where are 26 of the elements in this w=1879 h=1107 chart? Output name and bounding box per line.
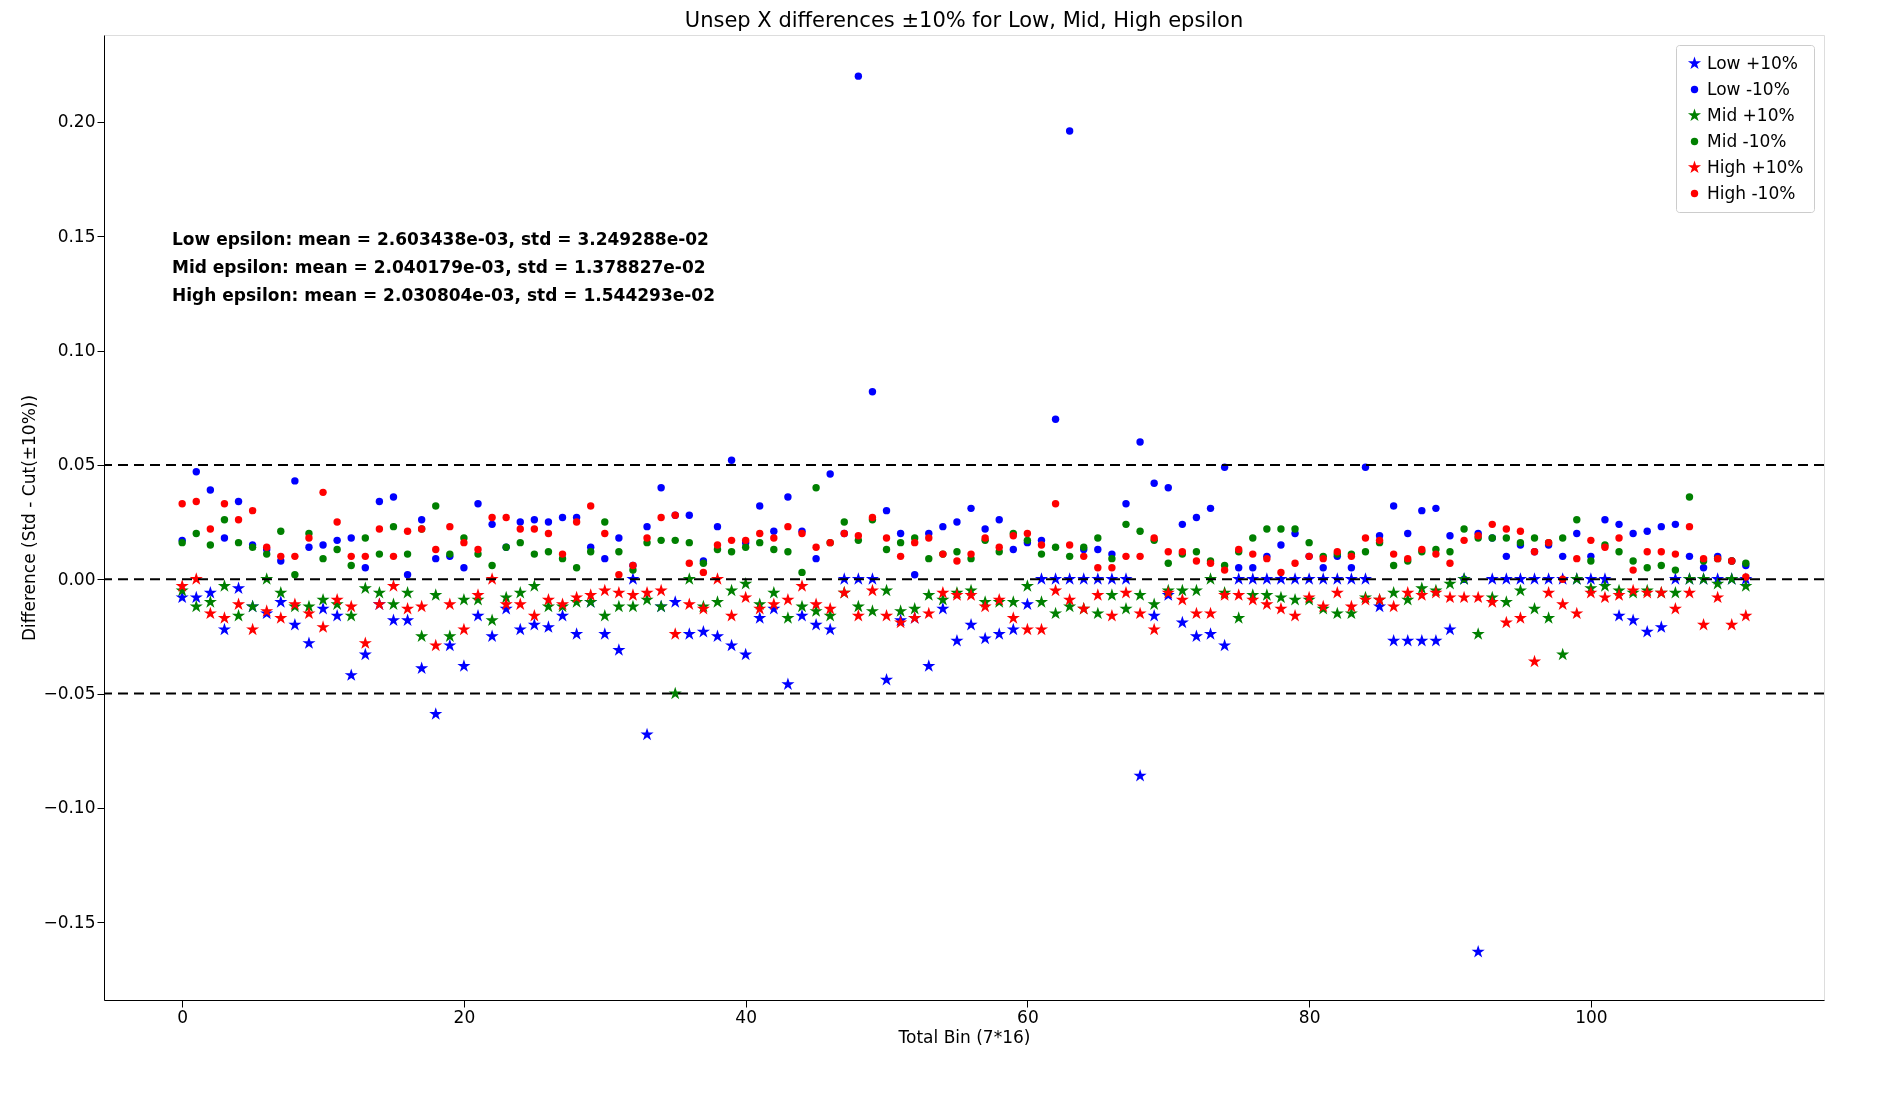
y-tick-label: 0.05 (57, 454, 96, 475)
chart-title: Unsep X differences ±10% for Low, Mid, High epsilon (684, 8, 1244, 32)
annotation: High epsilon: mean = 2.030804e-03, std = 1.544293e-02 (172, 285, 715, 305)
y-tick-label: −0.15 (43, 911, 96, 932)
annotation: Mid epsilon: mean = 2.040179e-03, std = 1.378827e-02 (172, 257, 706, 277)
legend-label: Mid +10% (1707, 104, 1795, 125)
y-axis-title: Difference (Std - Cut(±10%)) (19, 394, 40, 642)
y-tick-label: 0.10 (57, 340, 96, 361)
x-tick-label: 20 (453, 1006, 476, 1027)
x-tick-label: 60 (1017, 1006, 1039, 1027)
x-tick-label: 100 (1575, 1006, 1608, 1027)
legend-label: Low +10% (1707, 52, 1798, 73)
y-tick-label: −0.05 (43, 683, 96, 704)
legend-label: Low -10% (1707, 78, 1790, 99)
y-tick-label: 0.20 (57, 111, 96, 132)
annotation: Low epsilon: mean = 2.603438e-03, std = 3.249288e-02 (172, 229, 709, 249)
y-tick-label: 0.00 (57, 568, 96, 589)
y-tick-label: −0.10 (43, 797, 96, 818)
legend-label: High -10% (1707, 182, 1796, 203)
y-tick-label: 0.15 (57, 225, 96, 246)
legend-label: High +10% (1707, 156, 1804, 177)
x-tick-label: 0 (177, 1006, 189, 1027)
legend-label: Mid -10% (1707, 130, 1787, 151)
x-tick-label: 80 (1298, 1006, 1321, 1027)
x-tick-label: 40 (735, 1006, 757, 1027)
x-axis-title: Total Bin (7*16) (897, 1026, 1031, 1047)
